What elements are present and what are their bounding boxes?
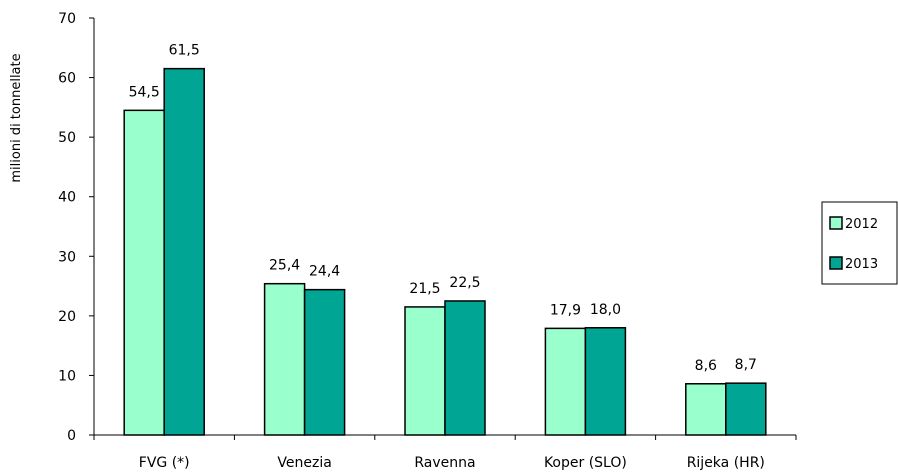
bar-2012 — [685, 383, 727, 436]
chart-bars — [123, 67, 767, 436]
legend-label: 2012 — [845, 217, 878, 232]
bar-2013 — [584, 327, 627, 436]
legend-swatch-2013 — [829, 256, 843, 270]
data-label-2013: 61,5 — [169, 43, 200, 59]
bar-2012 — [404, 306, 446, 436]
bar-2013 — [303, 288, 346, 436]
data-label-2013: 18,0 — [590, 302, 621, 318]
x-tick-label: Ravenna — [414, 455, 475, 471]
bar-2013 — [444, 300, 486, 436]
y-tick-label: 50 — [58, 130, 76, 146]
legend-swatch-2012 — [829, 216, 843, 230]
data-label-2013: 8,7 — [735, 357, 757, 373]
x-tick-label: Venezia — [277, 455, 331, 471]
y-tick-label: 20 — [58, 309, 76, 325]
data-label-2013: 24,4 — [309, 264, 340, 280]
y-tick-label: 60 — [58, 71, 76, 87]
data-label-2012: 17,9 — [550, 302, 581, 318]
y-tick-label: 40 — [58, 190, 76, 206]
y-axis-label: milioni di tonnellate — [9, 53, 24, 182]
x-tick-label: Rijeka (HR) — [687, 455, 765, 471]
x-tick-label: FVG (*) — [139, 455, 190, 471]
bar-2013 — [725, 382, 767, 436]
data-label-2013: 22,5 — [449, 275, 480, 291]
chart-axes: 0 10 20 30 40 50 60 70 FVG (*) Venezia Ravenna Kope… — [58, 11, 797, 471]
data-label-2012: 21,5 — [409, 281, 440, 297]
bar-2012 — [123, 109, 165, 436]
y-tick-label: 70 — [58, 11, 76, 27]
bar-2012 — [544, 327, 587, 436]
y-tick-label: 30 — [58, 249, 76, 265]
y-tick-label: 10 — [58, 368, 76, 384]
chart-legend: 2012 2013 — [821, 201, 898, 285]
legend-label: 2013 — [845, 257, 878, 272]
legend-box — [821, 201, 898, 285]
bar-2013 — [163, 67, 205, 436]
data-label-2012: 25,4 — [269, 258, 300, 274]
data-label-2012: 54,5 — [129, 84, 160, 100]
data-label-2012: 8,6 — [695, 358, 717, 374]
y-tick-label: 0 — [67, 428, 76, 444]
x-tick-label: Koper (SLO) — [544, 455, 627, 471]
chart-data-labels: 54,5 61,5 25,4 24,4 21,5 22,5 17,9 18,0 8,6 8,7 — [129, 43, 757, 374]
bar-2012 — [263, 282, 306, 436]
